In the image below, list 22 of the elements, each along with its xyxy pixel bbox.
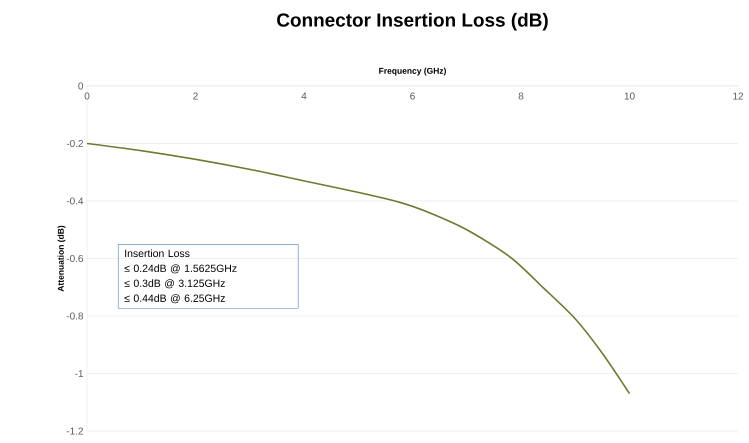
y-tick-label: -1.2	[66, 428, 83, 434]
x-tick-label: 12	[733, 92, 744, 100]
annotation: Insertion Loss	[125, 249, 190, 258]
chart-title: Connector Insertion Loss (dB)	[277, 12, 548, 30]
annotation: ≤ 0.3dB @ 3.125GHz	[124, 279, 225, 288]
x-tick-label: 8	[518, 92, 524, 100]
x-tick-label: 2	[193, 92, 198, 100]
y-tick-label: -0.4	[66, 197, 84, 205]
x-tick-label: 10	[624, 92, 635, 100]
x-tick-label: 0	[84, 92, 90, 100]
y-tick-label: -0.8	[66, 312, 84, 320]
x-tick-label: 6	[410, 92, 415, 100]
annotation: ≤ 0.44dB @ 6.25GHz	[124, 294, 225, 304]
x-tick-label: 4	[301, 92, 306, 100]
y-tick-label: -1	[75, 370, 84, 377]
x-axis-title: Frequency (GHz)	[379, 68, 446, 76]
y-tick-label: -0.2	[66, 140, 83, 148]
line-series	[87, 142, 630, 394]
y-axis-title: Attenuation (dB)	[58, 226, 66, 292]
annotation: ≤ 0.24dB @ 1.5625GHz	[124, 264, 237, 274]
y-tick-label: 0	[78, 82, 84, 90]
y-tick-label: -0.6	[66, 254, 84, 262]
